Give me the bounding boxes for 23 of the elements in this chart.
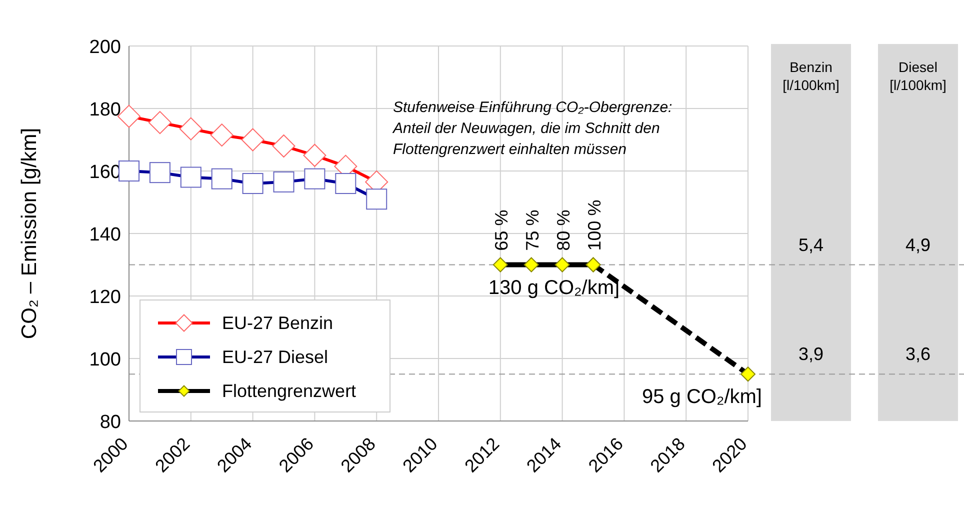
ref-line-label: 95 g CO₂/km]: [642, 386, 762, 408]
ref-line-label: 130 g CO₂/km]: [488, 276, 620, 299]
annotation: 80 %: [553, 210, 574, 251]
y-tick-label: 140: [89, 224, 121, 246]
y-tick-label: 120: [89, 287, 121, 308]
annotation: 65 %: [491, 210, 512, 251]
y-axis-title: CO₂ – Emission [g/km]: [18, 128, 41, 340]
legend-label: Flottengrenzwert: [222, 381, 356, 401]
y-tick-label: 200: [89, 37, 121, 58]
legend-label: EU-27 Benzin: [222, 313, 334, 333]
annotation: 75 %: [522, 210, 542, 251]
legend-label: EU-27 Diesel: [222, 347, 328, 367]
text: 3,9: [798, 344, 824, 364]
y-tick-label: 180: [89, 100, 121, 120]
text: 5,4: [798, 234, 824, 255]
category-label: Benzin [l/100km]: [782, 59, 840, 93]
text: 3,6: [905, 344, 931, 364]
annotation: Stufenweise Einführung CO₂-Obergrenze: Anteil der Neuwagen, die im Schnitt den Flottengrenzwert einhalten müssen: [392, 99, 672, 158]
y-tick-label: 100: [89, 350, 121, 370]
category-label: Diesel [l/100km]: [890, 59, 946, 93]
text: 4,9: [905, 234, 931, 255]
annotation: 100 %: [584, 200, 604, 251]
y-tick-label: 80: [100, 412, 121, 433]
